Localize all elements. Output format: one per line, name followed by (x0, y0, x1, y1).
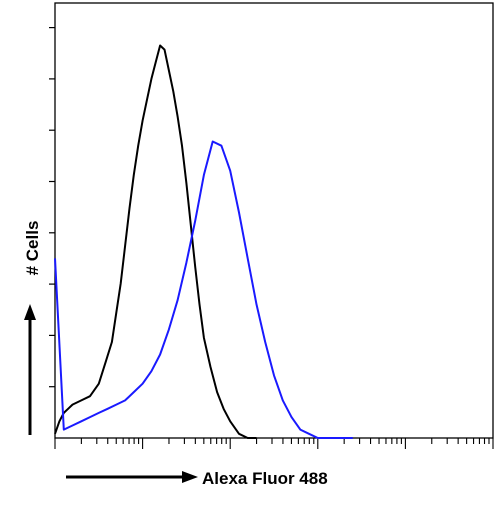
plot-frame (54, 2, 494, 439)
series-line-1 (54, 44, 257, 439)
x-axis-ticks (54, 438, 494, 449)
y-axis-ticks (49, 27, 55, 388)
y-axis-label: # Cells (23, 221, 42, 276)
x-axis-arrow (66, 471, 198, 483)
y-axis-arrow (24, 304, 36, 435)
x-axis-label: Alexa Fluor 488 (202, 469, 328, 488)
series-layer (54, 44, 353, 439)
series-line-2 (54, 140, 353, 439)
